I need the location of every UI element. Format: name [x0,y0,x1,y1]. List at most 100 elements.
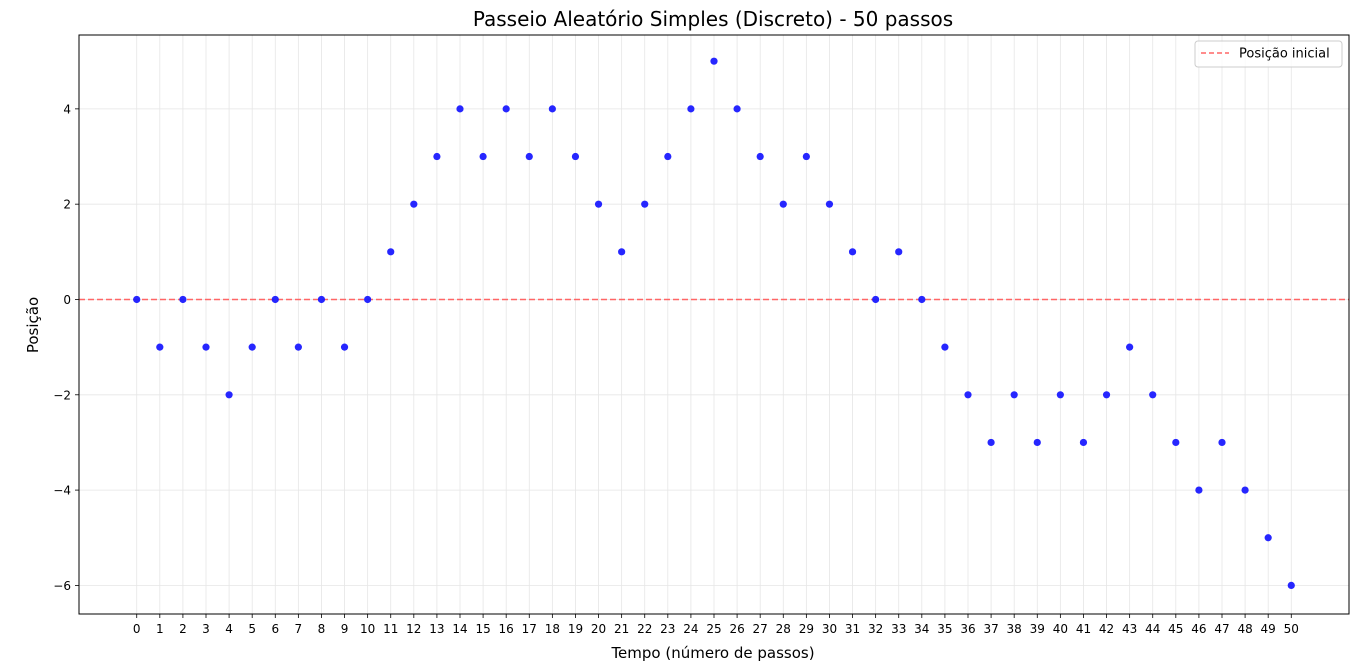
data-point [387,248,395,256]
y-tick-label: −6 [53,579,71,593]
legend-box [1194,40,1343,68]
x-tick-label: 30 [822,622,837,636]
data-point [571,152,580,161]
data-point [641,200,649,208]
x-tick-label: 2 [179,622,187,636]
data-point [225,391,233,399]
data-point [1079,438,1088,447]
data-point [1033,438,1041,447]
y-tick-label: 2 [63,198,71,212]
legend: Posição inicial [1194,40,1343,68]
x-tick-label: 35 [937,622,952,636]
data-point [964,391,972,399]
data-point [456,105,464,113]
x-tick-label: 46 [1191,622,1206,636]
x-tick-label: 16 [499,622,514,636]
x-tick-label: 43 [1122,622,1137,636]
data-point [594,200,603,208]
data-point [687,105,695,113]
x-tick-label: 50 [1284,622,1299,636]
data-point [848,248,857,256]
data-point [756,152,764,161]
x-tick-label: 32 [868,622,883,636]
y-axis-label: Posição [24,297,42,353]
x-tick-label: 8 [318,622,326,636]
x-tick-label: 20 [591,622,606,636]
x-tick-label: 0 [133,622,141,636]
y-tick-label: −4 [53,484,71,498]
y-axis-ticks: −6 −4 −2 0 2 4 [53,102,79,593]
data-point [317,295,326,304]
x-tick-label: 49 [1261,622,1276,636]
data-point [1218,438,1226,447]
data-point [664,152,672,161]
x-tick-label: 40 [1053,622,1068,636]
data-point [548,105,556,113]
data-point [433,152,441,161]
data-point [156,343,164,351]
x-tick-label: 33 [891,622,906,636]
x-tick-label: 19 [568,622,583,636]
x-tick-label: 37 [983,622,998,636]
data-point [1126,343,1134,351]
data-point [202,343,210,351]
x-tick-label: 15 [475,622,490,636]
data-point [340,343,349,351]
data-point [802,152,810,161]
x-tick-label: 6 [271,622,279,636]
data-point [1056,391,1064,399]
x-axis-label: Tempo (número de passos) [610,644,814,662]
x-tick-label: 25 [706,622,721,636]
x-tick-label: 34 [914,622,929,636]
data-point [1172,438,1180,447]
legend-entry-label: Posição inicial [1239,47,1330,62]
data-point [364,295,372,304]
x-tick-label: 18 [545,622,560,636]
x-tick-label: 23 [660,622,675,636]
x-axis-ticks: 0 1 2 3 4 5 6 7 8 9 10 11 12 13 14 15 16 17 18 19 20 21 22 23 24… [133,614,1299,636]
x-tick-label: 17 [522,622,537,636]
x-tick-label: 41 [1076,622,1091,636]
data-point [179,295,187,304]
data-point [1102,391,1111,399]
data-point [941,343,949,351]
x-tick-label: 44 [1145,622,1160,636]
x-tick-label: 39 [1030,622,1045,636]
data-point [987,438,995,447]
x-tick-label: 21 [614,622,629,636]
x-tick-label: 1 [156,622,164,636]
x-tick-label: 26 [729,622,744,636]
y-tick-label: 4 [63,102,71,116]
x-tick-label: 7 [295,622,303,636]
x-tick-label: 29 [799,622,814,636]
data-point [410,200,418,208]
x-tick-label: 24 [683,622,698,636]
x-tick-label: 48 [1237,622,1252,636]
data-point [479,152,487,161]
data-point [294,343,302,351]
x-tick-label: 11 [383,622,398,636]
data-point [271,295,279,304]
data-point [1149,391,1157,399]
data-point [733,105,741,113]
data-point [710,57,718,65]
chart-title: Passeio Aleatório Simples (Discreto) - 5… [473,7,953,31]
x-tick-label: 9 [341,622,349,636]
x-tick-label: 38 [1007,622,1022,636]
x-tick-label: 3 [202,622,210,636]
data-point [1010,391,1018,399]
x-tick-label: 45 [1168,622,1183,636]
data-point [918,295,926,304]
data-point [872,295,880,304]
x-tick-label: 47 [1214,622,1229,636]
x-tick-label: 42 [1099,622,1114,636]
data-point [618,248,626,256]
x-tick-label: 4 [225,622,233,636]
x-tick-label: 14 [452,622,467,636]
x-tick-label: 36 [960,622,975,636]
data-point [779,200,787,208]
x-tick-label: 31 [845,622,860,636]
points-layer [133,57,1295,590]
x-tick-label: 27 [753,622,768,636]
